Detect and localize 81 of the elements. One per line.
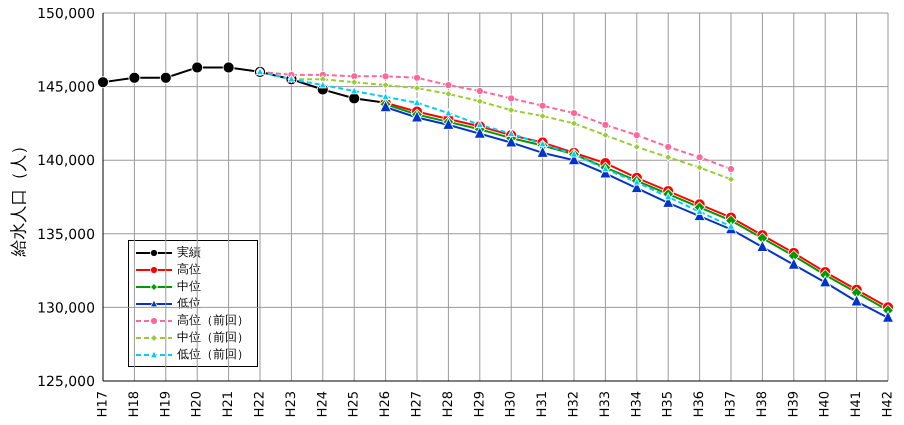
point: [664, 153, 672, 162]
x-tick-label: H21: [221, 391, 236, 418]
point: [350, 86, 358, 94]
point: [536, 146, 548, 158]
y-tick-label: 135,000: [37, 226, 95, 243]
point: [570, 120, 578, 128]
point: [350, 78, 358, 86]
point: [444, 108, 452, 116]
y-tick-label: 145,000: [37, 80, 95, 96]
x-tick-label: H27: [410, 391, 424, 418]
point: [788, 258, 800, 270]
x-tick-label: H34: [629, 391, 644, 418]
y-axis-title: 給水人口（人）: [9, 138, 30, 258]
point: [570, 109, 578, 117]
point: [538, 112, 546, 120]
point: [696, 207, 704, 215]
point: [727, 165, 735, 173]
y-tick-label: 130,000: [37, 300, 95, 316]
point: [413, 98, 421, 106]
point: [602, 164, 610, 172]
x-tick-label: H41: [849, 391, 864, 418]
point: [318, 80, 327, 88]
point: [444, 81, 452, 90]
x-tick-label: H35: [660, 391, 676, 418]
point: [632, 143, 641, 151]
x-tick-label: H23: [284, 391, 299, 418]
x-tick-label: H37: [724, 391, 738, 418]
point: [160, 72, 172, 84]
point: [602, 131, 610, 140]
point: [819, 275, 832, 288]
x-tick-label: H36: [692, 391, 708, 418]
point: [476, 87, 484, 95]
point: [664, 192, 672, 200]
x-tick-label: H17: [96, 391, 110, 418]
point: [382, 72, 390, 80]
x-tick-label: H33: [598, 391, 613, 418]
x-tick-label: H18: [126, 391, 142, 418]
point: [413, 84, 421, 92]
point: [756, 240, 768, 252]
point: [382, 92, 390, 100]
point: [727, 175, 735, 184]
point: [382, 81, 390, 90]
x-tick-label: H38: [754, 391, 770, 418]
point: [507, 106, 516, 114]
x-tick-label: H39: [786, 391, 802, 418]
y-tick-label: 140,000: [37, 153, 95, 170]
point: [602, 120, 610, 129]
x-tick-label: H40: [818, 391, 833, 418]
point: [505, 136, 518, 148]
point: [664, 143, 672, 151]
point: [476, 97, 484, 106]
y-tick-label: 125,000: [37, 374, 95, 390]
x-tick-label: H28: [440, 391, 456, 418]
point: [632, 131, 641, 140]
point: [222, 62, 234, 74]
point: [538, 102, 546, 110]
point: [350, 72, 358, 80]
x-tick-label: H32: [566, 391, 582, 418]
x-tick-label: H19: [158, 391, 174, 418]
x-tick-label: H42: [880, 391, 896, 418]
point: [507, 129, 516, 137]
point: [696, 153, 704, 162]
point: [128, 72, 140, 84]
x-tick-label: H31: [535, 391, 550, 418]
point: [882, 310, 894, 323]
x-tick-label: H29: [472, 391, 488, 418]
x-tick-label: H24: [315, 391, 330, 418]
point: [507, 94, 516, 102]
point: [97, 76, 109, 88]
point: [413, 74, 421, 82]
point: [444, 90, 452, 98]
x-tick-label: H25: [346, 391, 362, 418]
point: [850, 294, 862, 306]
point: [696, 164, 704, 172]
point: [191, 62, 204, 74]
x-tick-label: H20: [190, 391, 205, 418]
point: [476, 120, 484, 128]
x-tick-label: H30: [504, 391, 519, 418]
x-tick-label: H26: [378, 391, 394, 418]
point: [474, 126, 486, 139]
x-tick-label: H22: [252, 391, 268, 418]
